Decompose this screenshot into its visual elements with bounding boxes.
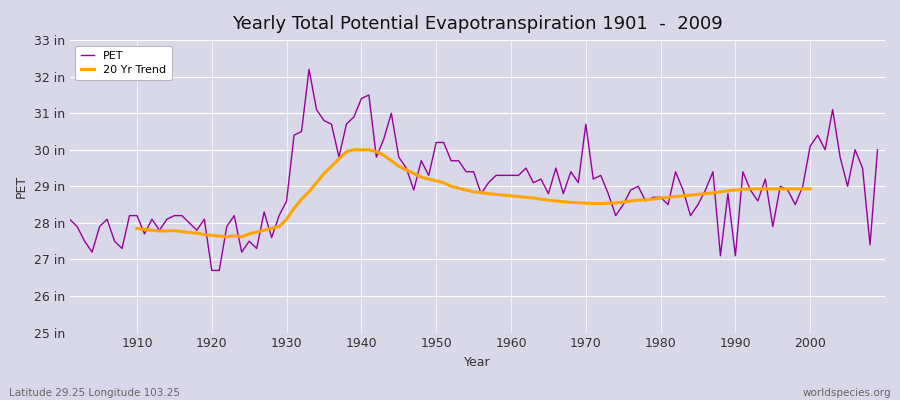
Y-axis label: PET: PET bbox=[15, 175, 28, 198]
20 Yr Trend bbox=[311, 180, 322, 185]
Text: Latitude 29.25 Longitude 103.25: Latitude 29.25 Longitude 103.25 bbox=[9, 388, 180, 398]
20 Yr Trend bbox=[715, 190, 725, 194]
20 Yr Trend bbox=[131, 226, 142, 231]
Legend: PET, 20 Yr Trend: PET, 20 Yr Trend bbox=[76, 46, 172, 80]
20 Yr Trend bbox=[805, 186, 815, 191]
Title: Yearly Total Potential Evapotranspiration 1901  -  2009: Yearly Total Potential Evapotranspiratio… bbox=[232, 15, 723, 33]
X-axis label: Year: Year bbox=[464, 356, 491, 369]
PET bbox=[520, 166, 531, 170]
20 Yr Trend bbox=[348, 147, 359, 152]
Text: worldspecies.org: worldspecies.org bbox=[803, 388, 891, 398]
20 Yr Trend bbox=[221, 234, 232, 239]
PET bbox=[610, 213, 621, 218]
PET bbox=[296, 129, 307, 134]
Line: PET: PET bbox=[69, 69, 878, 270]
20 Yr Trend bbox=[797, 186, 808, 191]
PET bbox=[348, 114, 359, 119]
PET bbox=[513, 173, 524, 178]
PET bbox=[64, 217, 75, 222]
20 Yr Trend bbox=[214, 234, 225, 238]
Line: 20 Yr Trend: 20 Yr Trend bbox=[137, 150, 810, 237]
PET bbox=[872, 147, 883, 152]
20 Yr Trend bbox=[536, 197, 546, 202]
PET bbox=[303, 67, 314, 72]
20 Yr Trend bbox=[296, 197, 307, 202]
PET bbox=[206, 268, 217, 273]
PET bbox=[124, 213, 135, 218]
